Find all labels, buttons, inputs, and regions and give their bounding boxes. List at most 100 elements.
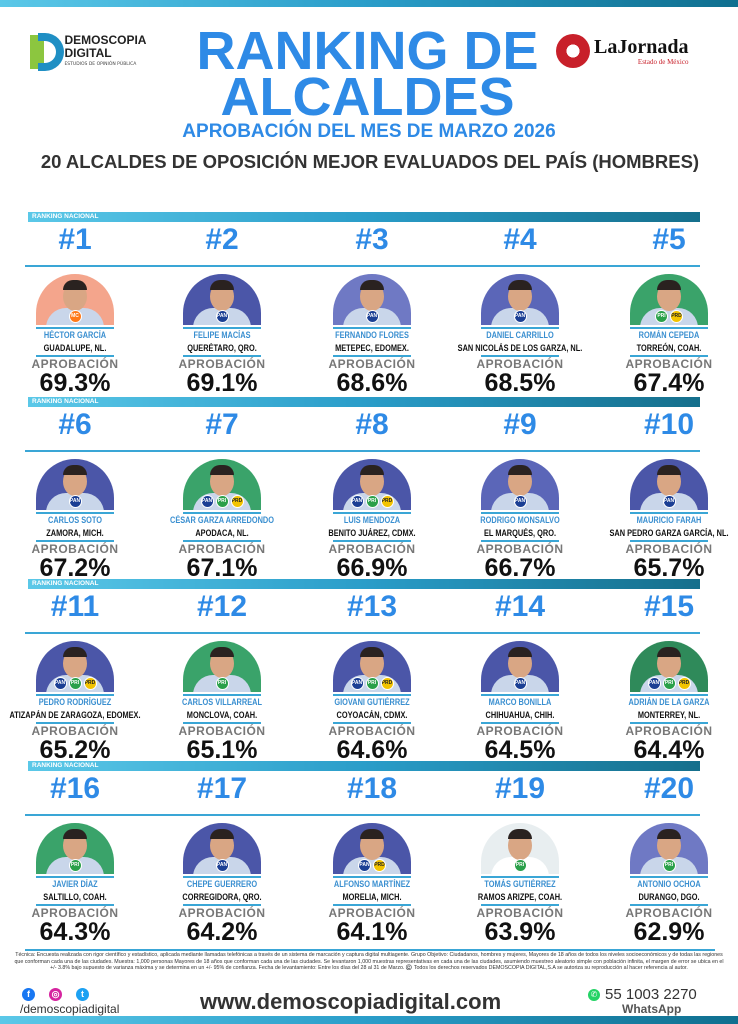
mayor-name: CHEPE GUERRERO	[186, 879, 258, 889]
mayor-city: GUADALUPE, NL.	[43, 343, 107, 353]
party-pan-icon: PAN	[215, 859, 229, 872]
divider	[36, 540, 114, 542]
facebook-icon[interactable]: f	[22, 988, 35, 1001]
photo-hair	[63, 647, 87, 657]
party-pan-icon: PAN	[215, 310, 229, 323]
approval-value: 68.6%	[336, 369, 408, 397]
divider	[333, 355, 411, 357]
party-pri-icon: PRI	[662, 859, 676, 872]
mayor-photo: PAN	[183, 274, 261, 325]
party-pan-icon: PAN	[647, 677, 661, 690]
mayor-name: FERNANDO FLORES	[335, 330, 409, 340]
divider	[183, 512, 261, 514]
rank-number: #5	[652, 223, 686, 256]
party-prd-icon: PRD	[677, 677, 691, 690]
mayor-city: SALTILLO, COAH.	[43, 892, 107, 902]
approval-label: APROBACIÓN	[625, 724, 713, 738]
photo-hair	[508, 829, 532, 839]
party-pri-icon: PRI	[513, 859, 527, 872]
mayor-name: LUIS MENDOZA	[343, 515, 401, 525]
whatsapp-contact[interactable]: ✆ 55 1003 2270	[588, 987, 697, 1003]
photo-hair	[360, 829, 384, 839]
divider	[36, 327, 114, 329]
social-handle[interactable]: /demoscopiadigital	[20, 1002, 120, 1016]
rank-number: #13	[346, 590, 398, 623]
la-jornada-logo: LaJornada Estado de México	[556, 34, 688, 68]
divider	[333, 694, 411, 696]
approval-label: APROBACIÓN	[178, 906, 266, 920]
divider	[333, 540, 411, 542]
divider	[630, 694, 708, 696]
mayor-card: #14 PAN MARCO BONILLA CHIHUAHUA, CHIH. APROB…	[445, 579, 595, 764]
mayor-name: MAURICIO FARAH	[636, 515, 702, 525]
divider	[183, 722, 261, 724]
mayor-photo: PRI	[630, 823, 708, 874]
party-prd-icon: PRD	[373, 859, 386, 872]
la-jornada-sun-icon	[556, 34, 590, 68]
disclaimer: Técnica: Encuesta realizada con rigor ci…	[14, 952, 724, 971]
divider	[630, 327, 708, 329]
party-badges: PRI	[36, 859, 114, 872]
phone-number[interactable]: 55 1003 2270	[605, 986, 697, 1003]
demoscopia-logo-icon	[30, 31, 64, 71]
mayor-card: #6 PAN CARLOS SOTO ZAMORA, MICH. APROBACIÓN 6…	[0, 397, 150, 582]
approval-value: 63.9%	[484, 918, 556, 946]
rank-number: #1	[58, 223, 92, 256]
mayor-photo: PAN	[36, 459, 114, 510]
banner-label: RANKING NACIONAL	[32, 398, 99, 405]
party-prd-icon: PRD	[230, 495, 244, 508]
mayor-photo: PAN PRI PRD	[333, 459, 411, 510]
party-badges: PAN	[481, 310, 559, 323]
divider	[183, 355, 261, 357]
photo-hair	[210, 280, 234, 290]
divider	[36, 904, 114, 906]
website-link[interactable]: www.demoscopiadigital.com	[200, 989, 502, 1014]
mayor-name: MARCO BONILLA	[488, 697, 552, 707]
mayor-photo: PRI	[183, 641, 261, 692]
photo-body	[343, 857, 401, 874]
party-badges: PRI	[183, 677, 261, 690]
photo-hair	[210, 647, 234, 657]
mayor-name: ROMÁN CEPEDA	[638, 330, 700, 340]
instagram-icon[interactable]: ◎	[49, 988, 62, 1001]
mayor-city: SAN NICOLÁS DE LOS GARZA, NL.	[457, 343, 583, 353]
mayor-city: MORELIA, MICH.	[342, 892, 402, 902]
partner-sub: Estado de México	[637, 57, 689, 66]
divider	[333, 512, 411, 514]
mayor-photo: PAN	[183, 823, 261, 874]
ranking-banner: RANKING NACIONAL	[28, 761, 700, 771]
party-pan-icon: PAN	[513, 677, 527, 690]
approval-label: APROBACIÓN	[31, 906, 119, 920]
mayor-name: CARLOS VILLARREAL	[182, 697, 262, 707]
partner-name: LaJornada	[594, 35, 689, 58]
approval-label: APROBACIÓN	[476, 906, 564, 920]
mayor-card: #15 PAN PRI PRD ADRIÁN DE LA GARZA MONTERREY,…	[594, 579, 738, 764]
mayor-city: ZAMORA, MICH.	[46, 528, 104, 538]
photo-hair	[63, 280, 87, 290]
divider	[333, 876, 411, 878]
approval-label: APROBACIÓN	[178, 357, 266, 371]
photo-hair	[210, 829, 234, 839]
party-pan-icon: PAN	[358, 859, 371, 872]
mayor-photo: PAN PRI PRD	[183, 459, 261, 510]
mayor-name: HÉCTOR GARCÍA	[43, 330, 107, 340]
mayor-card: #17 PAN CHEPE GUERRERO CORREGIDORA, QRO. APR…	[147, 761, 297, 946]
mayor-photo: PAN	[630, 459, 708, 510]
approval-value: 64.5%	[484, 736, 556, 764]
party-badges: PRI	[481, 859, 559, 872]
party-prd-icon: PRD	[83, 677, 97, 690]
approval-label: APROBACIÓN	[328, 906, 416, 920]
party-pri-icon: PRI	[215, 495, 229, 508]
photo-hair	[360, 465, 384, 475]
approval-value: 62.9%	[633, 918, 705, 946]
party-badges: PAN PRI PRD	[333, 495, 411, 508]
divider	[481, 876, 559, 878]
mayor-city: METEPEC, EDOMEX.	[335, 343, 409, 353]
mayor-card: #19 PRI TOMÁS GUTIÉRREZ RAMOS ARIZPE, COAH.…	[445, 761, 595, 946]
mayor-card: #7 PAN PRI PRD CÉSAR GARZA ARREDONDO APODACA,…	[147, 397, 297, 582]
ranking-banner: RANKING NACIONAL	[28, 212, 700, 222]
mayor-photo: PAN PRD	[333, 823, 411, 874]
mayor-city: BENITO JUÁREZ, CDMX.	[328, 528, 416, 538]
twitter-icon[interactable]: t	[76, 988, 89, 1001]
demoscopia-logo: DEMOSCOPIA DIGITAL ESTUDIOS DE OPINIÓN P…	[30, 30, 175, 72]
